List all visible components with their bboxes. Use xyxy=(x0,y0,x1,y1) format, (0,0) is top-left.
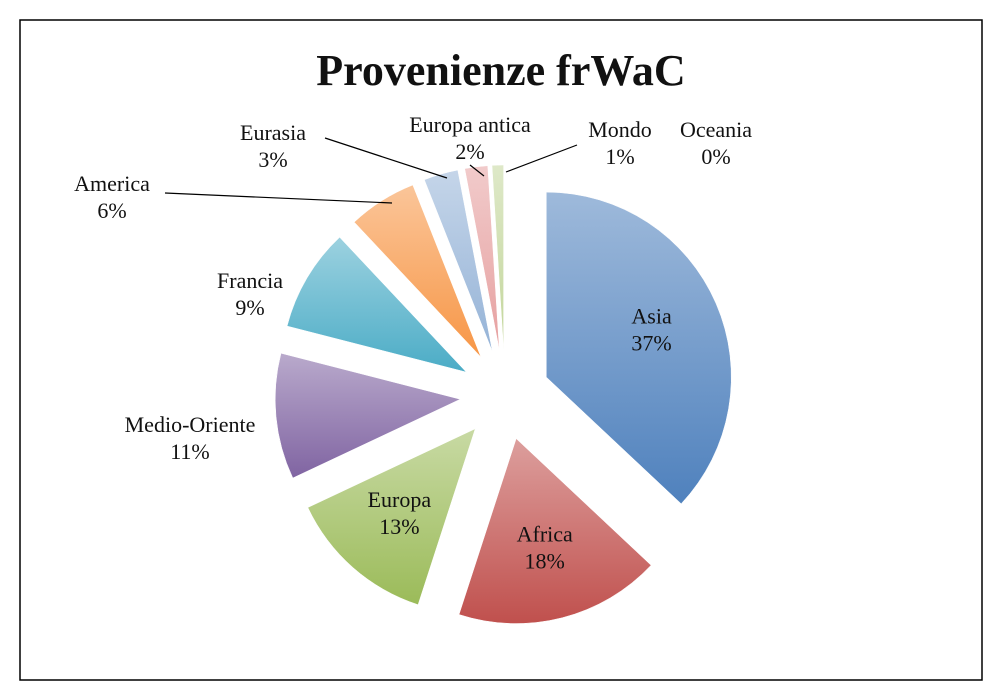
value-label: 13% xyxy=(379,514,419,539)
pie-slice xyxy=(307,428,476,606)
value-label: 1% xyxy=(605,144,634,169)
pie-slice xyxy=(353,184,482,358)
value-label: 18% xyxy=(525,549,565,574)
category-label: Mondo xyxy=(588,117,652,142)
category-label: Oceania xyxy=(680,117,752,142)
pie-slice xyxy=(286,236,468,373)
value-label: 11% xyxy=(170,439,210,464)
value-label: 9% xyxy=(235,295,264,320)
leader-line xyxy=(469,164,485,177)
value-label: 3% xyxy=(258,147,287,172)
pie-slice xyxy=(464,165,500,351)
category-label: Francia xyxy=(217,268,283,293)
pie-slice xyxy=(546,191,732,505)
category-label: Eurasia xyxy=(240,120,306,145)
leader-line xyxy=(324,137,448,179)
pie-slice xyxy=(491,164,504,351)
leader-line xyxy=(505,144,578,173)
category-label: Europa antica xyxy=(409,112,531,137)
pie-slice xyxy=(274,352,461,479)
category-label: Africa xyxy=(517,522,573,547)
category-label: Medio-Oriente xyxy=(125,412,256,437)
value-label: 0% xyxy=(701,144,730,169)
value-label: 2% xyxy=(455,139,484,164)
pie-slice xyxy=(424,169,493,352)
chart-title: Provenienze frWaC xyxy=(316,46,685,95)
category-label: Asia xyxy=(631,304,672,329)
category-label: America xyxy=(74,171,150,196)
category-label: Europa xyxy=(368,487,432,512)
leader-line xyxy=(164,192,393,204)
value-label: 37% xyxy=(631,331,671,356)
pie-slice xyxy=(458,438,652,624)
value-label: 6% xyxy=(97,198,126,223)
